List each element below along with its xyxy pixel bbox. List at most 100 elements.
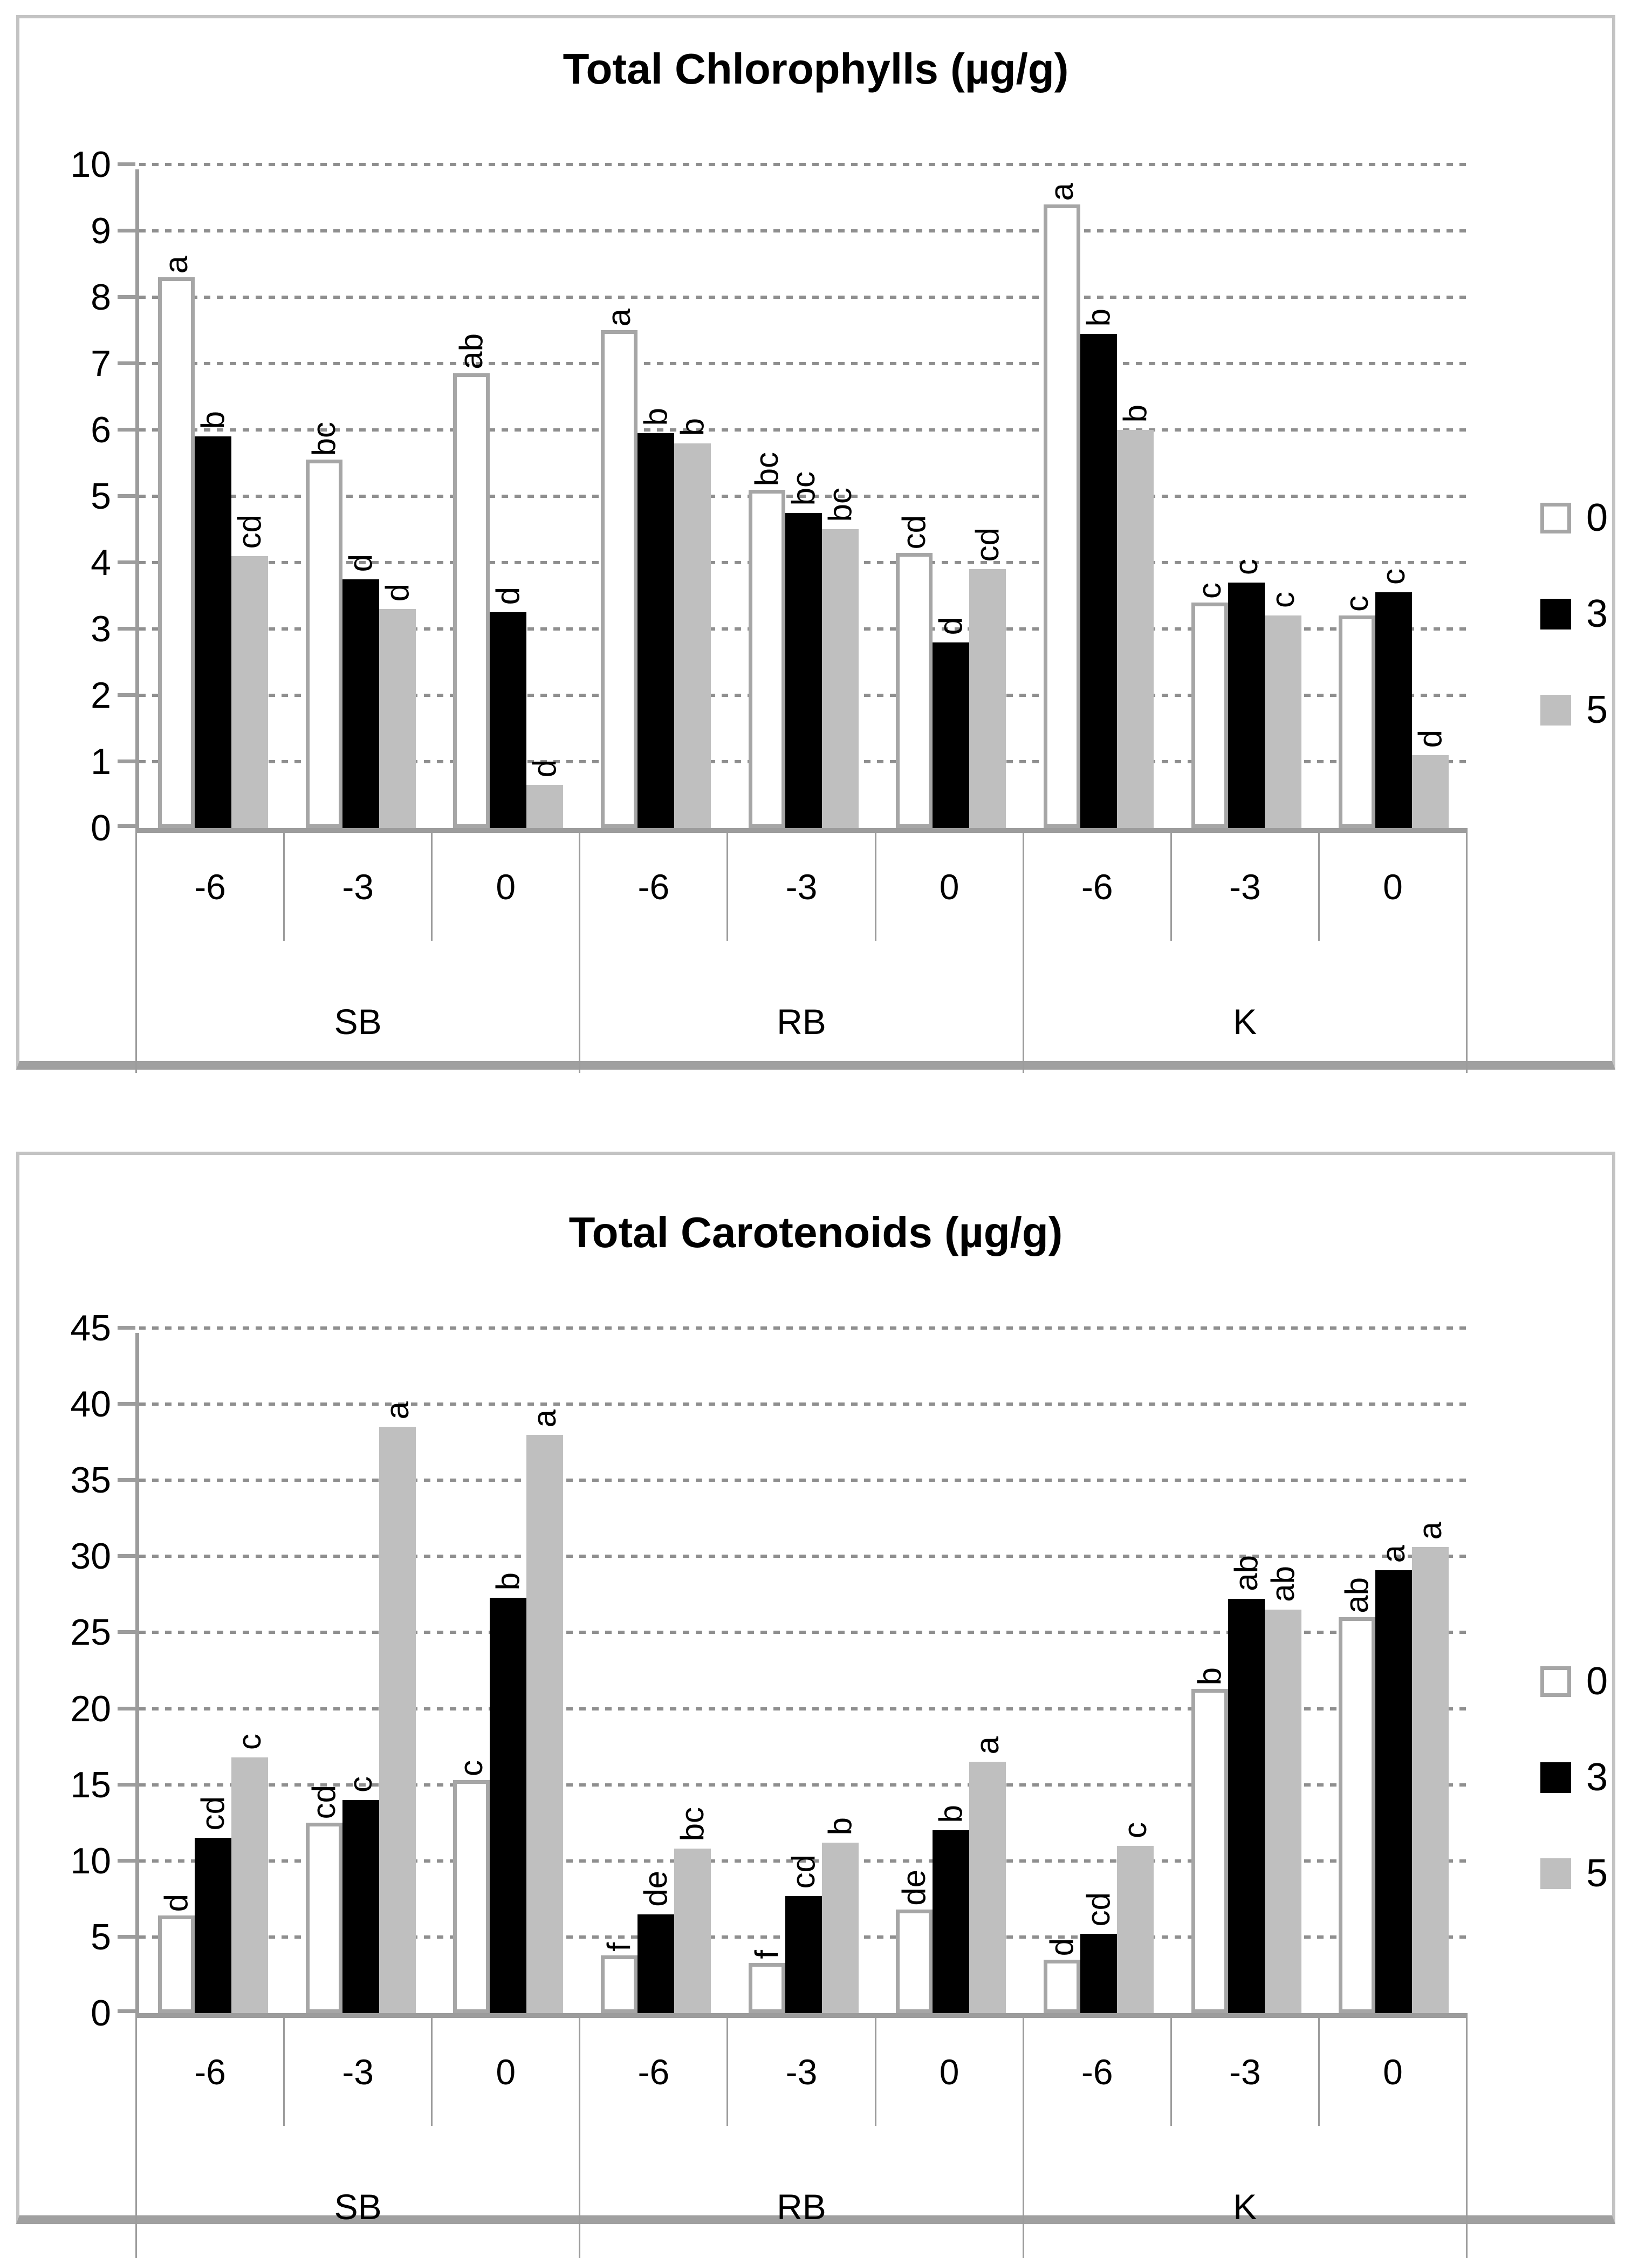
significance-label: c bbox=[1116, 1822, 1153, 1838]
bar-series-0: a bbox=[157, 256, 195, 828]
bar-series-5: d bbox=[379, 584, 416, 828]
bar-series-5: d bbox=[1412, 730, 1449, 828]
legend-swatch-3 bbox=[1540, 598, 1571, 629]
bar-series-5: c bbox=[1264, 592, 1301, 828]
legend-label: 5 bbox=[1586, 1852, 1608, 1895]
y-axis-label: 6 bbox=[91, 409, 111, 450]
legend-label: 3 bbox=[1586, 592, 1608, 635]
significance-label: b bbox=[194, 410, 231, 429]
y-axis-label: 2 bbox=[91, 675, 111, 716]
y-axis-label: 0 bbox=[91, 808, 111, 849]
bar-series-3: b bbox=[637, 408, 674, 828]
bar-series-3: a bbox=[1375, 1545, 1413, 2013]
x-tick-label: -6 bbox=[1024, 833, 1172, 941]
significance-label: ab bbox=[1264, 1566, 1301, 1602]
y-axis-tick bbox=[118, 162, 135, 166]
gridline bbox=[139, 1783, 1468, 1787]
bar-series-0: cd bbox=[305, 1785, 342, 2013]
bar-series-3: b bbox=[490, 1572, 527, 2013]
significance-label: a bbox=[1043, 182, 1080, 201]
x-axis: -6 -3 0 -6 -3 0 -6 -3 0 SB RB K bbox=[135, 2018, 1468, 2258]
significance-label: cd bbox=[969, 527, 1006, 562]
gridline bbox=[139, 1859, 1468, 1863]
gridline bbox=[139, 296, 1468, 299]
x-tick-label: -3 bbox=[1172, 833, 1320, 941]
x-tick-label: -6 bbox=[580, 833, 729, 941]
bar-series-3: d bbox=[933, 617, 970, 828]
gridline bbox=[139, 1402, 1468, 1406]
y-axis-tick bbox=[118, 1783, 135, 1787]
bar-series-0: bc bbox=[305, 422, 342, 828]
legend: 0 3 5 bbox=[1540, 498, 1608, 786]
bar-series-5: a bbox=[526, 1409, 564, 2013]
legend-item: 0 bbox=[1540, 498, 1608, 537]
bar-series-0: de bbox=[896, 1870, 933, 2013]
y-axis-tick bbox=[118, 1478, 135, 1482]
x-group-label: K bbox=[1024, 941, 1468, 1073]
bar-series-3: cd bbox=[785, 1855, 822, 2013]
significance-label: b bbox=[1116, 404, 1153, 422]
significance-label: c bbox=[1264, 592, 1301, 608]
significance-label: d bbox=[379, 583, 415, 601]
significance-label: d bbox=[157, 1893, 194, 1912]
y-axis-tick bbox=[118, 295, 135, 299]
legend: 0 3 5 bbox=[1540, 1662, 1608, 1950]
legend-item: 5 bbox=[1540, 1854, 1608, 1893]
y-axis-tick bbox=[118, 229, 135, 232]
significance-label: a bbox=[157, 255, 194, 273]
gridline bbox=[139, 1707, 1468, 1710]
x-group-label: RB bbox=[580, 2126, 1024, 2258]
bar-series-5: bc bbox=[674, 1807, 711, 2013]
significance-label: d bbox=[1412, 729, 1449, 748]
bar-series-0: c bbox=[453, 1760, 490, 2013]
x-tick-label: -6 bbox=[580, 2018, 729, 2126]
gridline bbox=[139, 428, 1468, 432]
y-axis-tick bbox=[118, 1859, 135, 1863]
bar-group-K--3: b ab ab bbox=[1173, 1333, 1320, 2013]
significance-label: ab bbox=[1228, 1555, 1264, 1591]
bar-series-5: d bbox=[526, 759, 564, 828]
x-tick-label: -6 bbox=[137, 2018, 285, 2126]
figure-page: Total Chlorophylls (µg/g) 0 1 2 3 4 5 6 7 8 9 10 a b… bbox=[16, 15, 1615, 2258]
bar-series-0: bc bbox=[748, 452, 785, 828]
y-axis-label: 20 bbox=[70, 1688, 111, 1729]
significance-label: c bbox=[1375, 569, 1412, 585]
bar-series-5: cd bbox=[969, 528, 1006, 828]
y-axis-label: 5 bbox=[91, 1917, 111, 1958]
significance-label: a bbox=[969, 1736, 1006, 1754]
gridline bbox=[139, 362, 1468, 365]
y-axis-label: 15 bbox=[70, 1764, 111, 1805]
y-axis-tick bbox=[118, 428, 135, 432]
bar-group-RB--3: f cd b bbox=[730, 1333, 878, 2013]
bar-series-5: bc bbox=[821, 488, 859, 828]
significance-label: d bbox=[490, 586, 526, 605]
legend-swatch-3 bbox=[1540, 1762, 1571, 1793]
bar-series-3: d bbox=[342, 554, 379, 828]
bar-group-SB-0: c b a bbox=[434, 1333, 582, 2013]
gridline bbox=[139, 1555, 1468, 1558]
y-axis-label: 0 bbox=[91, 1993, 111, 2034]
x-axis-tick-row: -6 -3 0 -6 -3 0 -6 -3 0 bbox=[135, 2018, 1468, 2126]
significance-label: d bbox=[933, 617, 969, 635]
y-axis-tick bbox=[118, 1935, 135, 1939]
x-tick-label: -3 bbox=[1172, 2018, 1320, 2126]
significance-label: f bbox=[748, 1950, 785, 1959]
y-axis-label: 10 bbox=[70, 144, 111, 185]
significance-label: c bbox=[342, 1776, 379, 1792]
significance-label: c bbox=[1339, 596, 1375, 612]
bar-series-0: c bbox=[1339, 596, 1376, 828]
x-tick-label: -3 bbox=[285, 2018, 433, 2126]
significance-label: bc bbox=[305, 421, 342, 456]
significance-label: ab bbox=[1339, 1577, 1375, 1613]
legend-swatch-0 bbox=[1540, 1666, 1571, 1697]
bar-series-0: a bbox=[600, 309, 638, 828]
bar-series-3: cd bbox=[1080, 1892, 1117, 2013]
significance-label: a bbox=[526, 1409, 563, 1427]
y-axis-tick bbox=[118, 1630, 135, 1634]
bar-series-0: ab bbox=[453, 333, 490, 828]
bar-series-0: d bbox=[157, 1894, 195, 2013]
significance-label: a bbox=[379, 1401, 415, 1419]
x-tick-label: -3 bbox=[728, 2018, 876, 2126]
y-axis-label: 4 bbox=[91, 542, 111, 583]
